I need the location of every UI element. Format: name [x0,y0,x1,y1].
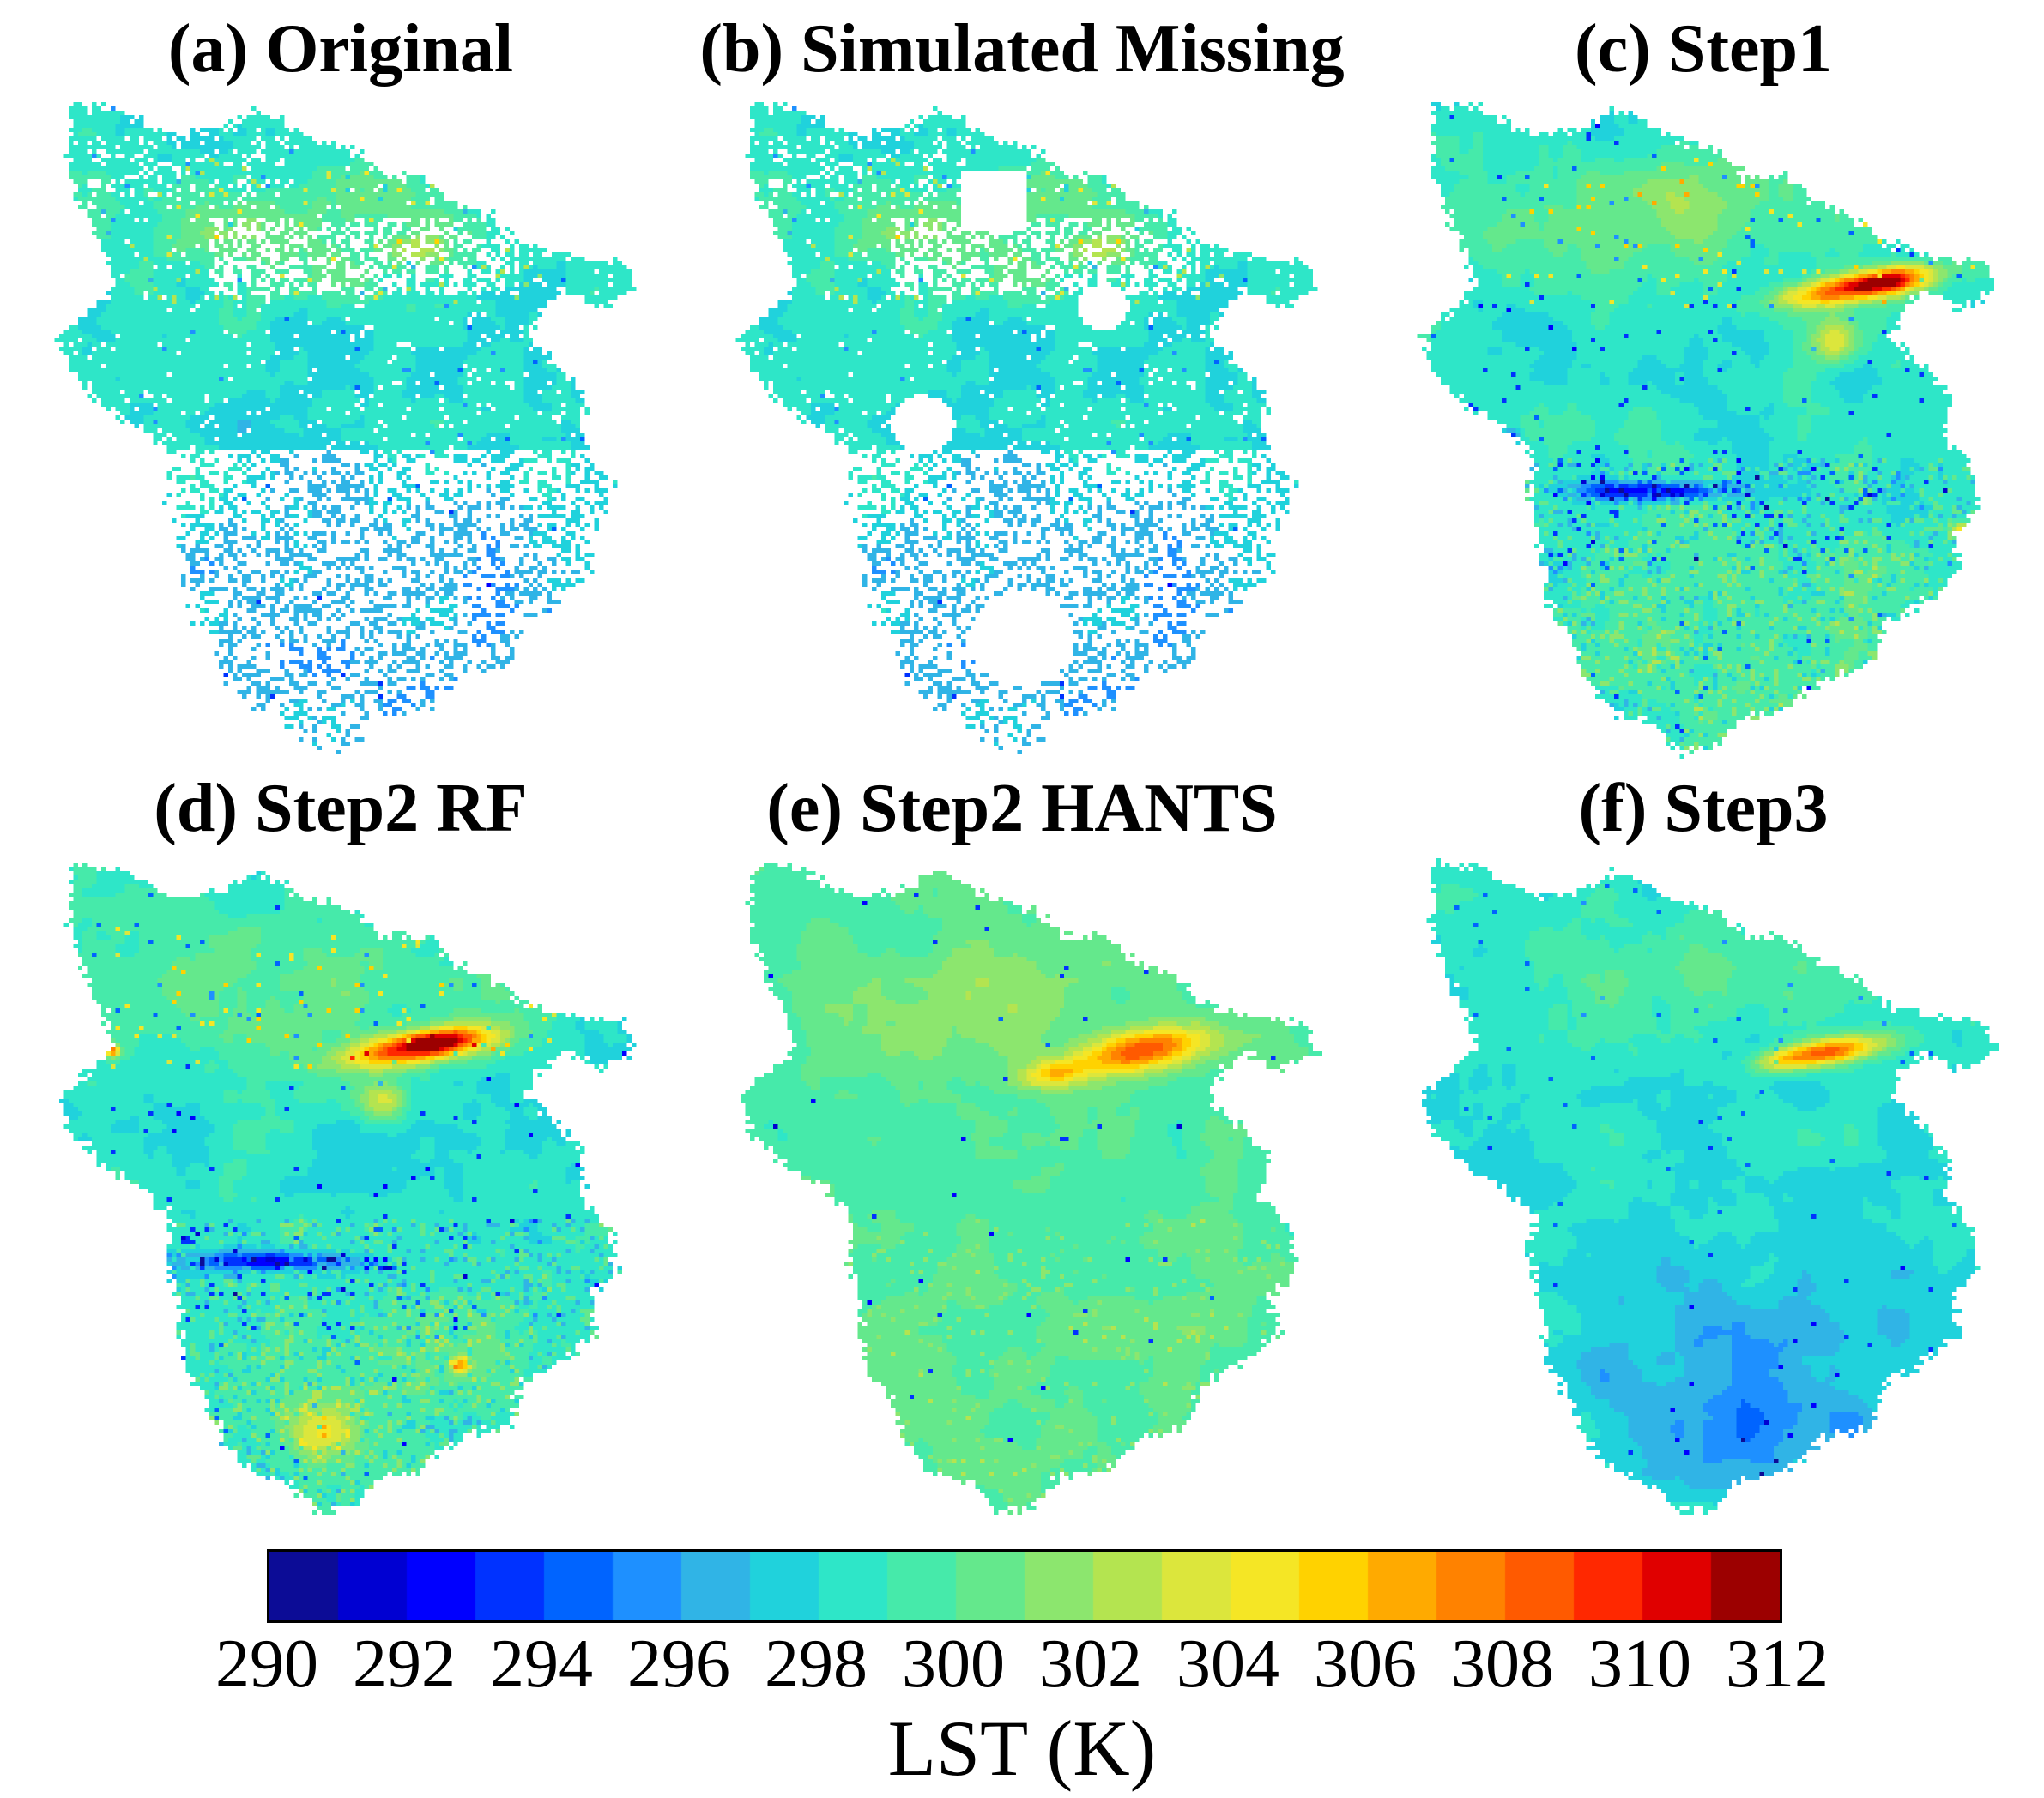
colorbar-gradient [267,1548,1782,1623]
colorbar: 290 292 294 296 298 300 302 304 306 308 310 312 LST… [215,1548,1829,1792]
panel-c: (c) Step1 [1363,3,2044,763]
panel-b-title: (b) Simulated Missing [699,11,1345,87]
panel-c-heatmap [1403,89,2004,760]
colorbar-tick-300: 300 [902,1625,1005,1702]
panel-f: (f) Step3 [1363,763,2044,1523]
panel-f-heatmap [1403,849,2004,1519]
colorbar-tick-302: 302 [1039,1625,1142,1702]
panel-a: (a) Original [0,3,681,763]
colorbar-tick-308: 308 [1451,1625,1554,1702]
colorbar-tick-296: 296 [627,1625,730,1702]
panel-d: (d) Step2 RF [0,763,681,1523]
colorbar-tick-306: 306 [1314,1625,1417,1702]
panel-b-heatmap [722,89,1322,760]
colorbar-tick-292: 292 [353,1625,456,1702]
panel-e-heatmap [722,849,1322,1519]
colorbar-title: LST (K) [887,1704,1157,1792]
colorbar-tick-310: 310 [1588,1625,1691,1702]
panel-grid: (a) Original (b) Simulated Missing (c) S… [0,3,2044,1523]
colorbar-ticks: 290 292 294 296 298 300 302 304 306 308 310 312 [215,1623,1829,1705]
colorbar-tick-290: 290 [215,1625,318,1702]
colorbar-tick-312: 312 [1726,1625,1829,1702]
colorbar-tick-304: 304 [1176,1625,1279,1702]
panel-a-title: (a) Original [167,11,514,87]
colorbar-tick-294: 294 [490,1625,593,1702]
panel-d-title: (d) Step2 RF [154,771,528,847]
panel-d-heatmap [40,849,641,1519]
panel-f-title: (f) Step3 [1578,771,1829,847]
panel-e-title: (e) Step2 HANTS [766,771,1278,847]
panel-a-heatmap [40,89,641,760]
panel-c-title: (c) Step1 [1575,11,1832,87]
panel-b: (b) Simulated Missing [681,3,1363,763]
colorbar-tick-298: 298 [765,1625,868,1702]
panel-e: (e) Step2 HANTS [681,763,1363,1523]
